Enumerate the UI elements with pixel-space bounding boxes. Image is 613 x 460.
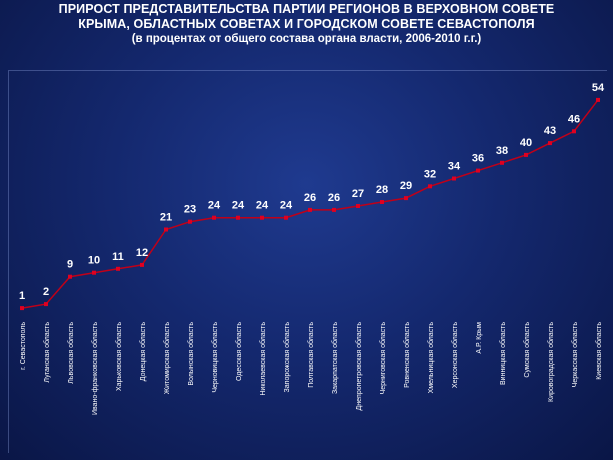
- x-tick-label: Винницкая область: [499, 322, 507, 385]
- x-tick-label: А.Р. Крым: [476, 322, 483, 354]
- data-point: [308, 207, 312, 212]
- chart-frame: [8, 70, 607, 453]
- data-point: [284, 215, 288, 220]
- x-tick-label: Волынская область: [187, 322, 195, 386]
- data-label: 2: [43, 286, 49, 298]
- data-point: [548, 141, 552, 146]
- data-point: [356, 204, 360, 208]
- x-tick-label: Черниговская область: [379, 322, 387, 395]
- chart-title-block: ПРИРОСТ ПРЕДСТАВИТЕЛЬСТВА ПАРТИИ РЕГИОНО…: [0, 2, 613, 47]
- x-tick-label: Хмельницкая область: [427, 322, 435, 394]
- data-label: 12: [136, 247, 148, 259]
- data-label: 21: [160, 212, 172, 224]
- data-label: 46: [568, 113, 580, 125]
- data-label: 54: [592, 82, 605, 94]
- data-label: 40: [520, 137, 532, 149]
- data-label: 36: [472, 153, 484, 165]
- data-label: 27: [352, 188, 364, 200]
- x-tick-label: Донецкая область: [139, 322, 147, 382]
- data-point: [572, 129, 576, 134]
- data-point: [476, 168, 480, 173]
- data-label: 23: [184, 204, 196, 216]
- data-label: 26: [328, 192, 340, 204]
- x-tick-label: Днепропетровская область: [355, 322, 363, 411]
- data-label: 24: [256, 200, 269, 212]
- data-label: 1: [19, 290, 25, 302]
- x-tick-label: Черкасская область: [571, 322, 579, 388]
- chart-title-line-2: КРЫМА, ОБЛАСТНЫХ СОВЕТАХ И ГОРОДСКОМ СОВ…: [78, 17, 535, 31]
- data-label: 32: [424, 168, 436, 180]
- data-label: 24: [208, 200, 221, 212]
- x-tick-label: Закарпатская область: [331, 322, 339, 394]
- data-label: 34: [448, 161, 461, 173]
- data-label: 43: [544, 125, 556, 137]
- x-tick-label: Херсонская область: [451, 322, 459, 388]
- data-label: 26: [304, 192, 316, 204]
- data-point: [452, 176, 456, 181]
- data-label: 9: [67, 259, 73, 271]
- data-label: 28: [376, 184, 388, 196]
- data-point: [236, 215, 240, 220]
- x-tick-label: Львовская область: [67, 322, 75, 384]
- data-point: [116, 266, 120, 271]
- data-point: [260, 215, 264, 220]
- data-point: [44, 302, 48, 307]
- data-point: [140, 262, 144, 267]
- data-point: [164, 227, 168, 232]
- data-point: [332, 207, 336, 212]
- x-tick-label: Черновицкая область: [211, 322, 219, 393]
- x-tick-label: Запорожская область: [283, 322, 291, 393]
- x-tick-label: Сумская область: [523, 322, 531, 378]
- data-point: [20, 306, 24, 311]
- data-point: [524, 152, 528, 157]
- data-point: [380, 200, 384, 204]
- x-tick-label: Полтавская область: [307, 322, 315, 388]
- data-point: [188, 219, 192, 224]
- data-point: [212, 215, 216, 220]
- chart-title-line-1: ПРИРОСТ ПРЕДСТАВИТЕЛЬСТВА ПАРТИИ РЕГИОНО…: [58, 2, 555, 16]
- x-tick-label: Ивано-франковская область: [91, 322, 99, 415]
- x-tick-label: Житомирская область: [163, 322, 171, 395]
- x-tick-label: Харьковская область: [115, 322, 123, 391]
- data-label: 11: [112, 251, 124, 263]
- data-label: 24: [280, 200, 293, 212]
- x-tick-label: Луганская область: [43, 322, 51, 383]
- chart-subtitle: (в процентах от общего состава органа вл…: [131, 33, 482, 45]
- data-label: 29: [400, 180, 412, 192]
- data-point: [404, 196, 408, 201]
- data-label: 38: [496, 145, 508, 157]
- data-point: [92, 270, 96, 275]
- data-point: [428, 184, 432, 189]
- x-tick-label: г. Севастополь: [20, 322, 27, 370]
- x-tick-label: Ровненская область: [403, 322, 411, 388]
- data-label: 10: [88, 255, 100, 267]
- data-label: 24: [232, 200, 245, 212]
- data-point: [596, 97, 600, 102]
- x-tick-label: Николаевская область: [259, 322, 267, 396]
- x-tick-label: Кировоградская область: [547, 322, 555, 402]
- series-line: [21, 99, 599, 309]
- x-tick-label: Киевская область: [595, 322, 603, 380]
- data-point: [500, 160, 504, 165]
- data-point: [68, 274, 72, 279]
- x-tick-label: Одесская область: [235, 322, 243, 381]
